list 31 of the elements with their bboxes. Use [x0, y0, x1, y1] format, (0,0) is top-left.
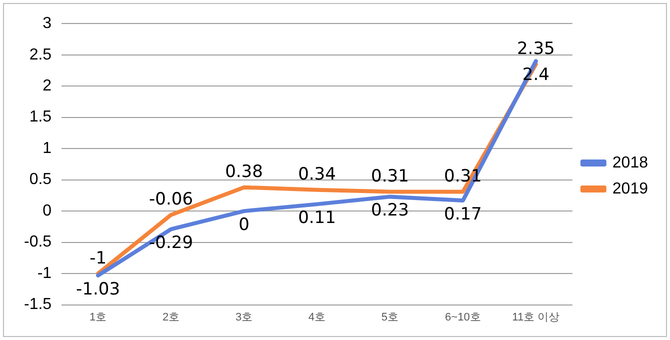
y-tick-label: -1.5: [24, 296, 52, 314]
y-tick-label: -1: [37, 264, 52, 282]
x-tick-label: 3호: [235, 311, 253, 324]
legend-label: 2019: [612, 180, 648, 198]
x-tick-label: 4호: [308, 311, 326, 324]
x-tick-label: 1호: [89, 311, 107, 324]
x-tick-label: 5호: [381, 311, 399, 324]
data-label: -0.29: [149, 233, 194, 254]
legend-label: 2018: [612, 154, 648, 172]
data-label: 2.35: [516, 39, 555, 60]
y-tick-label: 0: [42, 202, 52, 220]
x-tick-label: 6~10호: [445, 311, 481, 324]
x-tick-label: 2호: [162, 311, 180, 324]
data-label: -0.06: [149, 190, 194, 210]
data-label: -1.03: [76, 279, 120, 300]
y-tick-label: 1.5: [29, 108, 52, 126]
data-label: 0: [238, 214, 250, 235]
data-label: -1: [90, 248, 107, 268]
y-tick-label: 2: [42, 77, 52, 94]
y-tick-label: 0.5: [29, 171, 52, 188]
data-label: 0.38: [225, 162, 263, 182]
y-tick-label: -0.5: [24, 234, 52, 251]
data-label: 0.23: [371, 200, 409, 221]
y-tick-label: 3: [42, 15, 52, 32]
y-tick-label: 2.5: [29, 46, 52, 64]
x-tick-label: 11호 이상: [512, 311, 560, 324]
data-label: 0.17: [444, 204, 482, 224]
data-label: 0.31: [371, 166, 409, 187]
data-label: 0.11: [298, 208, 336, 228]
y-tick-label: 1: [42, 140, 52, 157]
data-label: 0.34: [298, 164, 336, 185]
